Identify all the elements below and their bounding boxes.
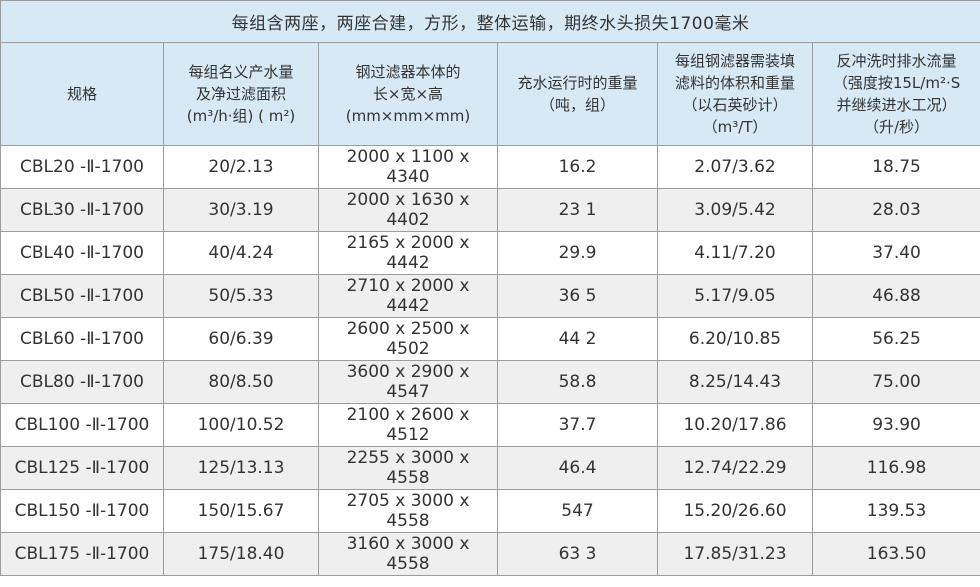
table-row: CBL40 -Ⅱ-1700 40/4.24 2165 x 2000 x 4442… (0, 231, 980, 275)
cell-dimensions: 3600 x 2900 x 4547 (318, 360, 498, 404)
cell-backwash: 75.00 (811, 360, 980, 404)
col-header-dimensions: 钢过滤器本体的 长×宽×高 (mm×mm×mm) (318, 42, 498, 146)
cell-dimensions: 2710 x 2000 x 4442 (318, 274, 498, 318)
cell-capacity: 80/8.50 (163, 360, 319, 404)
cell-capacity: 40/4.24 (163, 231, 319, 275)
cell-media: 12.74/22.29 (657, 446, 813, 490)
table-row: CBL100 -Ⅱ-1700 100/10.52 2100 x 2600 x 4… (0, 403, 980, 447)
cell-dimensions: 3160 x 3000 x 4558 (318, 532, 498, 576)
table-row: CBL30 -Ⅱ-1700 30/3.19 2000 x 1630 x 4402… (0, 188, 980, 232)
table-banner: 每组含两座，两座合建，方形，整体运输，期终水头损失1700毫米 (0, 0, 980, 43)
cell-backwash: 46.88 (811, 274, 980, 318)
cell-media: 2.07/3.62 (657, 145, 813, 189)
col-header-weight: 充水运行时的重量 （吨，组） (497, 42, 658, 146)
cell-dimensions: 2255 x 3000 x 4558 (318, 446, 498, 490)
cell-media: 15.20/26.60 (657, 489, 813, 533)
table-row: CBL50 -Ⅱ-1700 50/5.33 2710 x 2000 x 4442… (0, 274, 980, 318)
table-row: CBL80 -Ⅱ-1700 80/8.50 3600 x 2900 x 4547… (0, 360, 980, 404)
cell-weight: 37.7 (497, 403, 658, 447)
col-header-spec: 规格 (0, 42, 164, 146)
table-row: CBL60 -Ⅱ-1700 60/6.39 2600 x 2500 x 4502… (0, 317, 980, 361)
cell-capacity: 50/5.33 (163, 274, 319, 318)
col-header-backwash: 反冲洗时排水流量 （强度按15L/m²·S 并继续进水工况） （升/秒） (811, 42, 980, 146)
cell-weight: 63 3 (497, 532, 658, 576)
cell-spec: CBL30 -Ⅱ-1700 (0, 188, 164, 232)
cell-spec: CBL40 -Ⅱ-1700 (0, 231, 164, 275)
cell-media: 5.17/9.05 (657, 274, 813, 318)
table-row: CBL125 -Ⅱ-1700 125/13.13 2255 x 3000 x 4… (0, 446, 980, 490)
cell-weight: 58.8 (497, 360, 658, 404)
cell-backwash: 37.40 (811, 231, 980, 275)
cell-media: 10.20/17.86 (657, 403, 813, 447)
cell-weight: 16.2 (497, 145, 658, 189)
cell-capacity: 30/3.19 (163, 188, 319, 232)
cell-weight: 547 (497, 489, 658, 533)
cell-weight: 44 2 (497, 317, 658, 361)
cell-dimensions: 2600 x 2500 x 4502 (318, 317, 498, 361)
cell-spec: CBL80 -Ⅱ-1700 (0, 360, 164, 404)
table-banner-row: 每组含两座，两座合建，方形，整体运输，期终水头损失1700毫米 (0, 0, 980, 43)
cell-media: 8.25/14.43 (657, 360, 813, 404)
cell-spec: CBL20 -Ⅱ-1700 (0, 145, 164, 189)
cell-weight: 36 5 (497, 274, 658, 318)
cell-media: 4.11/7.20 (657, 231, 813, 275)
cell-dimensions: 2000 x 1630 x 4402 (318, 188, 498, 232)
cell-capacity: 20/2.13 (163, 145, 319, 189)
cell-backwash: 56.25 (811, 317, 980, 361)
table-row: CBL150 -Ⅱ-1700 150/15.67 2705 x 3000 x 4… (0, 489, 980, 533)
cell-spec: CBL175 -Ⅱ-1700 (0, 532, 164, 576)
cell-backwash: 163.50 (811, 532, 980, 576)
cell-capacity: 125/13.13 (163, 446, 319, 490)
table-header-row: 规格 每组名义产水量 及净过滤面积 (m³/h·组) ( m²) 钢过滤器本体的… (0, 42, 980, 146)
cell-dimensions: 2165 x 2000 x 4442 (318, 231, 498, 275)
cell-capacity: 150/15.67 (163, 489, 319, 533)
cell-weight: 29.9 (497, 231, 658, 275)
cell-media: 17.85/31.23 (657, 532, 813, 576)
cell-backwash: 139.53 (811, 489, 980, 533)
cell-dimensions: 2000 x 1100 x 4340 (318, 145, 498, 189)
table-row: CBL175 -Ⅱ-1700 175/18.40 3160 x 3000 x 4… (0, 532, 980, 576)
cell-backwash: 18.75 (811, 145, 980, 189)
cell-capacity: 60/6.39 (163, 317, 319, 361)
cell-media: 3.09/5.42 (657, 188, 813, 232)
cell-weight: 23 1 (497, 188, 658, 232)
cell-spec: CBL50 -Ⅱ-1700 (0, 274, 164, 318)
table-row: CBL20 -Ⅱ-1700 20/2.13 2000 x 1100 x 4340… (0, 145, 980, 189)
cell-capacity: 175/18.40 (163, 532, 319, 576)
cell-backwash: 28.03 (811, 188, 980, 232)
cell-spec: CBL125 -Ⅱ-1700 (0, 446, 164, 490)
cell-weight: 46.4 (497, 446, 658, 490)
cell-backwash: 116.98 (811, 446, 980, 490)
cell-dimensions: 2705 x 3000 x 4558 (318, 489, 498, 533)
cell-spec: CBL150 -Ⅱ-1700 (0, 489, 164, 533)
cell-capacity: 100/10.52 (163, 403, 319, 447)
col-header-media: 每组钢滤器需装填 滤料的体积和重量 （以石英砂计） （m³/T） (657, 42, 813, 146)
cell-spec: CBL100 -Ⅱ-1700 (0, 403, 164, 447)
cell-dimensions: 2100 x 2600 x 4512 (318, 403, 498, 447)
cell-spec: CBL60 -Ⅱ-1700 (0, 317, 164, 361)
cell-media: 6.20/10.85 (657, 317, 813, 361)
cell-backwash: 93.90 (811, 403, 980, 447)
col-header-capacity: 每组名义产水量 及净过滤面积 (m³/h·组) ( m²) (163, 42, 319, 146)
